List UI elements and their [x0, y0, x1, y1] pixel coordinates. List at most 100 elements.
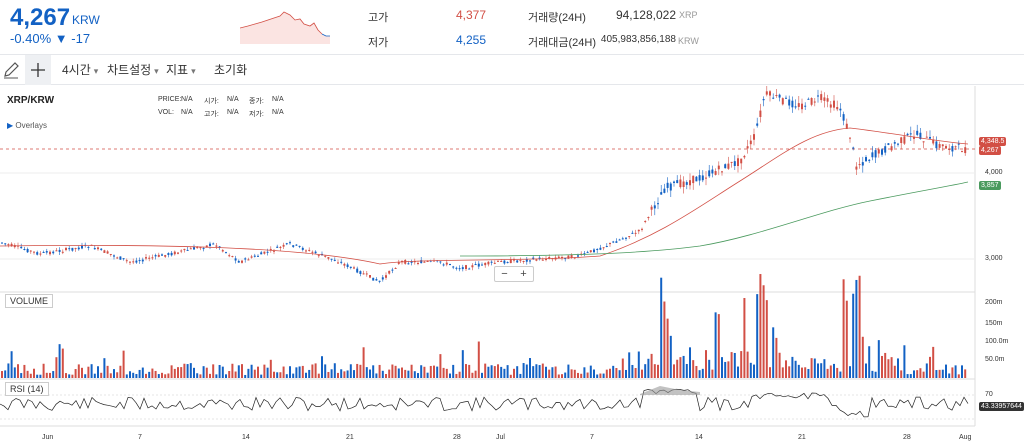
volume-bar — [436, 366, 439, 378]
candle-body — [861, 162, 864, 166]
interval-select[interactable]: 4시간 ▾ — [62, 55, 98, 85]
candle-body — [417, 262, 419, 264]
candle-body — [525, 259, 528, 262]
candle-body — [58, 249, 61, 252]
volume-bar — [365, 367, 368, 378]
crosshair-tool[interactable] — [25, 55, 51, 85]
candle-body — [724, 164, 727, 169]
volume-bar — [682, 355, 685, 378]
volume-bar — [423, 366, 426, 378]
volume-bar — [868, 346, 871, 378]
volume-bar — [420, 365, 423, 378]
volume-bar — [554, 366, 557, 378]
volume-bar — [535, 364, 538, 378]
volume-bar — [266, 367, 269, 378]
volume-bar — [813, 358, 816, 378]
candle-body — [141, 259, 144, 262]
volume-bar — [125, 374, 128, 378]
candle-body — [314, 251, 317, 254]
candle-body — [714, 171, 717, 175]
volume-axis-label: 200m — [985, 299, 1003, 306]
volume-bar — [893, 365, 896, 378]
candle-body — [308, 249, 311, 251]
chart-canvas[interactable]: XRP/KRW ▶ Overlays PRICE: N/A 시가: N/A 종가… — [0, 86, 1024, 446]
volume-bar — [375, 373, 378, 378]
volume-bar — [327, 371, 330, 378]
volume-bar — [753, 364, 755, 378]
volume-bar — [577, 372, 579, 378]
candle-body — [788, 99, 791, 106]
volume-bar — [708, 359, 711, 378]
chart-settings-label: 차트설정 — [107, 63, 152, 77]
last-price-tag: 4,267 — [979, 146, 1001, 155]
volume-bar — [65, 373, 67, 378]
volume-axis-label: 50.0m — [985, 356, 1005, 363]
candle-body — [33, 251, 35, 253]
volume-bar — [138, 369, 141, 378]
candle-body — [471, 265, 474, 268]
volume-bar — [442, 367, 445, 378]
candle-body — [61, 251, 64, 253]
candle-body — [225, 252, 227, 254]
candle-body — [698, 175, 701, 181]
volume-bar — [343, 371, 346, 378]
volume-bar — [394, 365, 397, 378]
volume-bar — [317, 373, 320, 378]
candle-body — [189, 248, 192, 250]
zoom-in-button[interactable]: + — [520, 268, 527, 280]
volume-bar — [244, 374, 247, 378]
ohlc-key: 종가: — [249, 98, 264, 105]
candle-body — [279, 246, 282, 248]
volume-bar — [593, 369, 595, 378]
indicators-menu[interactable]: 지표 ▾ — [166, 55, 196, 85]
volume-bar — [42, 363, 45, 378]
volume-bar — [925, 363, 928, 378]
candle-body — [333, 259, 336, 261]
candle-body — [791, 100, 794, 108]
volume-bar — [791, 356, 794, 378]
rsi-value-tag: 43.33957644 — [979, 402, 1024, 411]
interval-label: 4시간 — [62, 63, 91, 77]
candle-body — [391, 269, 394, 271]
candle-body — [545, 258, 547, 260]
candle-body — [884, 146, 887, 153]
volume-bar — [881, 355, 883, 378]
volume-bar — [810, 358, 813, 378]
moving-average-line — [0, 127, 969, 265]
volume-bar — [385, 374, 387, 378]
reset-button[interactable]: 초기화 — [214, 63, 248, 77]
candle-body — [794, 106, 797, 108]
volume-bar — [807, 369, 810, 378]
volume-bar — [372, 365, 375, 378]
volume-bar — [445, 368, 448, 378]
chart-settings-menu[interactable]: 차트설정 ▾ — [107, 55, 159, 85]
candle-body — [442, 264, 445, 266]
volume-bar — [487, 366, 490, 378]
candle-body — [740, 158, 743, 164]
time-axis-label: 7 — [590, 434, 594, 441]
long-ma-price-tag: 3,857 — [979, 181, 1001, 190]
volume-bar — [913, 370, 915, 378]
pencil-icon[interactable] — [0, 59, 22, 81]
volume-bar — [519, 373, 522, 378]
candle-body — [839, 108, 842, 111]
volume-bar — [922, 371, 925, 378]
current-price: 4,267 — [10, 4, 71, 31]
long-moving-average-line — [459, 181, 969, 257]
candle-body — [826, 98, 829, 102]
candle-body — [55, 250, 58, 252]
candle-body — [423, 261, 426, 263]
candle-body — [647, 216, 650, 219]
volume-bar — [362, 347, 365, 378]
candle-body — [23, 248, 26, 250]
candle-body — [247, 259, 250, 261]
overlays-toggle[interactable]: ▶ Overlays — [7, 121, 47, 130]
candle-body — [276, 246, 279, 248]
volume-bar — [90, 364, 93, 378]
zoom-out-button[interactable]: − — [501, 268, 508, 280]
volume-bar — [29, 373, 32, 378]
candle-body — [957, 143, 960, 145]
volume-bar — [4, 370, 7, 378]
volume-bar — [525, 364, 528, 378]
volume-bar — [183, 363, 186, 378]
